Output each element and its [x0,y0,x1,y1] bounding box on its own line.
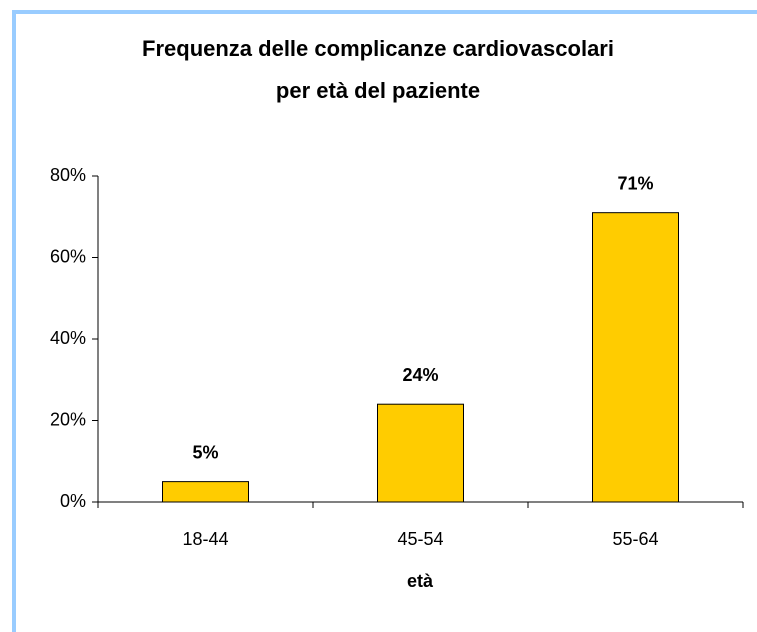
x-tick-label: 45-54 [397,529,443,549]
y-tick-label: 80% [50,165,86,185]
chart-title: per età del paziente [276,78,480,103]
bar [377,403,464,503]
value-label: 24% [402,365,438,385]
chart-title: Frequenza delle complicanze cardiovascol… [142,36,614,61]
x-axis-label: età [407,571,434,591]
x-tick-label: 18-44 [182,529,228,549]
frame [12,10,757,632]
y-tick-label: 40% [50,328,86,348]
bar [162,481,249,503]
x-tick-label: 55-64 [612,529,658,549]
y-tick-label: 60% [50,246,86,266]
value-label: 5% [192,442,218,462]
y-tick-label: 0% [60,491,86,511]
bar [592,212,679,503]
value-label: 71% [617,173,653,193]
y-tick-label: 20% [50,409,86,429]
